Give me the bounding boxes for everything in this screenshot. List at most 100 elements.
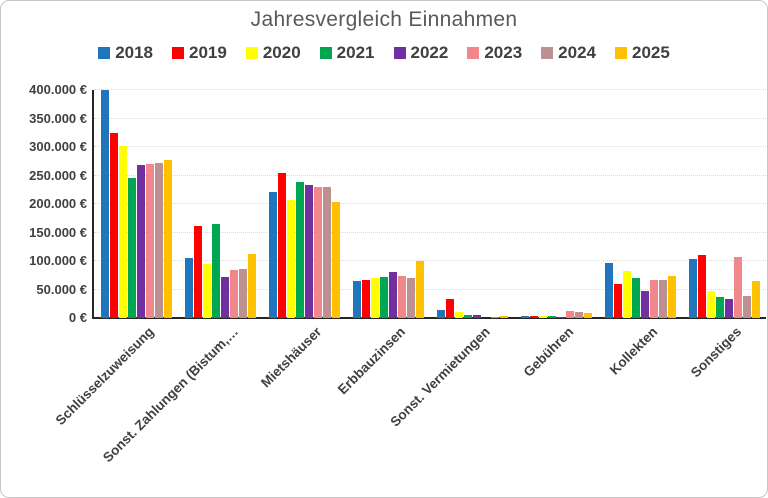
- legend-item-2019: 2019: [172, 43, 227, 63]
- legend-swatch-icon: [541, 47, 554, 59]
- y-tick-label: 50.000 €: [36, 281, 87, 297]
- bar-2025: [247, 254, 256, 318]
- bar-2018: [268, 192, 277, 318]
- bar-group-3: [262, 90, 346, 318]
- chart-title: Jahresvergleich Einnahmen: [250, 8, 518, 31]
- bar-group-8: [682, 90, 766, 318]
- legend-swatch-icon: [172, 47, 185, 59]
- legend-label: 2023: [484, 43, 523, 62]
- bar-2025: [667, 276, 676, 318]
- bar-2020: [454, 312, 463, 318]
- bar-2024: [322, 187, 331, 318]
- bar-2023: [145, 164, 154, 318]
- bar-2023: [313, 187, 322, 318]
- bar-2024: [238, 269, 247, 318]
- bar-2022: [304, 185, 313, 318]
- y-tick-label: 350.000 €: [29, 110, 87, 126]
- gridline: [94, 260, 766, 261]
- bar-group-5: [430, 90, 514, 318]
- legend-item-2024: 2024: [541, 43, 596, 63]
- bar-2025: [415, 261, 424, 318]
- bar-2019: [109, 133, 118, 318]
- bar-2022: [640, 291, 649, 318]
- legend-label: 2021: [336, 43, 375, 62]
- legend-label: 2025: [631, 43, 670, 62]
- x-category-label: Gebühren: [520, 324, 577, 380]
- x-category-label: Sonstiges: [688, 324, 745, 381]
- bar-2018: [352, 281, 361, 318]
- legend-item-2020: 2020: [245, 43, 301, 63]
- bar-2023: [229, 270, 238, 318]
- bar-2018: [688, 259, 697, 318]
- bar-2023: [565, 311, 574, 318]
- bar-2020: [370, 278, 379, 318]
- plot-area: [92, 89, 766, 319]
- bar-2025: [331, 202, 340, 318]
- bar-2019: [529, 316, 538, 318]
- bar-2018: [436, 310, 445, 318]
- bar-2019: [445, 299, 454, 318]
- bar-2021: [715, 297, 724, 318]
- x-axis-line: [92, 317, 766, 319]
- legend-swatch-icon: [319, 47, 332, 59]
- x-category-label: Sonst. Zahlungen (Bistum,…: [99, 324, 241, 466]
- bar-2020: [286, 200, 295, 318]
- legend-item-2021: 2021: [319, 43, 375, 63]
- bar-2020: [538, 316, 547, 318]
- x-category-label: Kollekten: [607, 324, 661, 378]
- bar-2022: [556, 317, 565, 318]
- gridline: [94, 288, 766, 290]
- bar-2019: [613, 284, 622, 318]
- bar-2024: [574, 312, 583, 318]
- legend-label: 2019: [189, 43, 227, 62]
- bar-2020: [706, 291, 715, 318]
- bar-2024: [658, 280, 667, 318]
- x-category-label: Mietshäuser: [258, 324, 325, 391]
- bar-group-1: [94, 90, 178, 318]
- bar-2018: [604, 263, 613, 318]
- legend-item-2018: 2018: [98, 43, 153, 63]
- bar-group-7: [598, 90, 682, 318]
- y-tick-label: 150.000 €: [29, 224, 87, 240]
- bar-group-4: [346, 90, 430, 318]
- legend-item-2025: 2025: [614, 43, 670, 63]
- x-category-label: Erbbauzinsen: [335, 324, 409, 398]
- legend-item-2022: 2022: [393, 43, 449, 63]
- bar-2025: [499, 316, 508, 318]
- legend-swatch-icon: [245, 47, 258, 59]
- bar-2022: [724, 299, 733, 318]
- bar-2019: [277, 173, 286, 318]
- y-tick-label: 250.000 €: [29, 167, 87, 183]
- bar-2021: [463, 315, 472, 318]
- bar-2018: [184, 258, 193, 318]
- gridline: [94, 203, 766, 204]
- y-tick-label: 400.000 €: [29, 82, 87, 97]
- bar-2018: [100, 90, 109, 318]
- bar-2024: [406, 278, 415, 318]
- gridline: [94, 117, 766, 119]
- bar-2022: [136, 165, 145, 318]
- bar-2025: [583, 313, 592, 318]
- bar-group-2: [178, 90, 262, 318]
- bar-2023: [649, 280, 658, 318]
- bar-2021: [547, 316, 556, 318]
- bar-2020: [622, 271, 631, 318]
- legend-swatch-icon: [393, 47, 406, 59]
- bar-2024: [490, 317, 499, 318]
- bar-group-6: [514, 90, 598, 318]
- bar-2025: [751, 281, 760, 318]
- bar-2019: [361, 280, 370, 318]
- bar-2023: [733, 257, 742, 318]
- legend-label: 2018: [115, 43, 154, 62]
- y-axis-line: [92, 90, 94, 319]
- bar-2023: [397, 276, 406, 318]
- bar-2024: [154, 163, 163, 318]
- gridline: [94, 231, 766, 233]
- gridline: [94, 89, 766, 90]
- bar-2025: [163, 160, 172, 318]
- bar-2021: [631, 278, 640, 318]
- legend-label: 2020: [262, 43, 301, 62]
- legend-label: 2022: [410, 43, 449, 62]
- bar-2018: [520, 316, 529, 318]
